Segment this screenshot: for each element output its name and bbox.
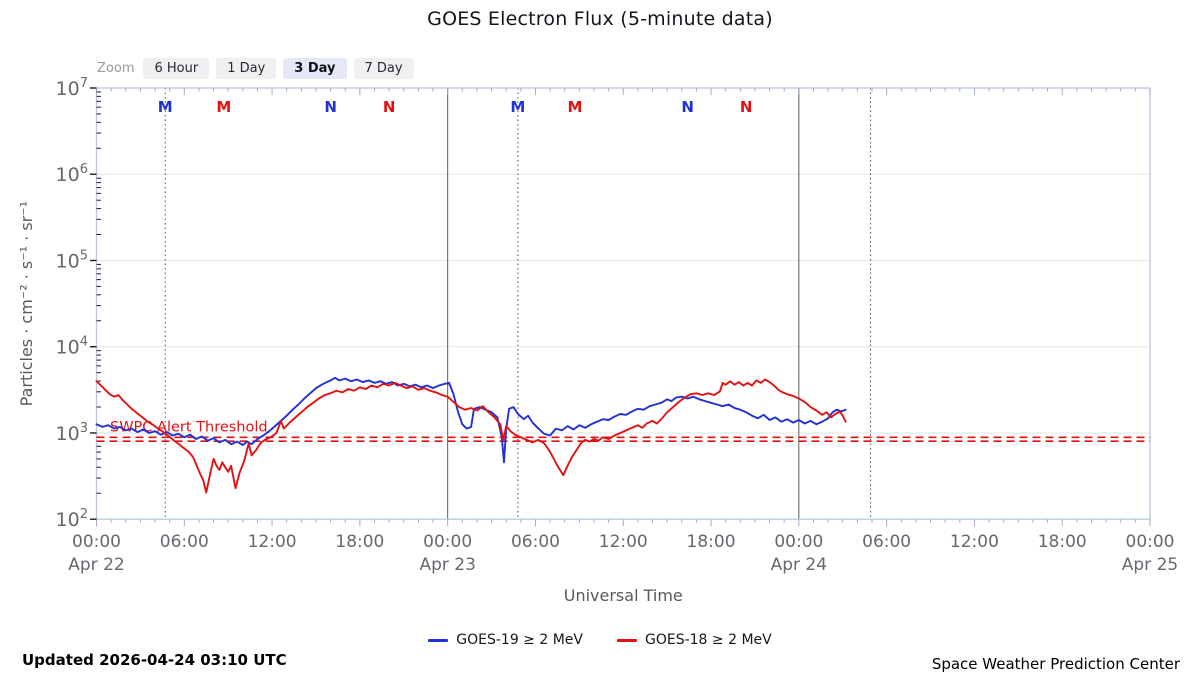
- x-tick-label: 12:00: [599, 532, 648, 552]
- x-tick-label: 18:00: [335, 532, 384, 552]
- x-tick-label: 06:00: [862, 532, 911, 552]
- x-tick-label: 00:00: [1126, 532, 1175, 552]
- legend-item-goes-18: GOES-18 ≥ 2 MeV: [617, 632, 772, 648]
- marker-letter-N: N: [324, 98, 337, 116]
- legend-item-goes-19: GOES-19 ≥ 2 MeV: [428, 632, 583, 648]
- x-tick-label: 06:00: [160, 532, 209, 552]
- series-line-goes-18: [95, 378, 847, 494]
- x-date-label: Apr 24: [771, 555, 827, 575]
- updated-timestamp: Updated 2026-04-24 03:10 UTC: [22, 651, 287, 669]
- x-axis-title: Universal Time: [564, 586, 683, 605]
- swpc-credit: Space Weather Prediction Center: [931, 655, 1180, 673]
- marker-letter-M: M: [158, 98, 173, 116]
- zoom-button-3-day[interactable]: 3 Day: [283, 58, 347, 79]
- legend-label: GOES-18 ≥ 2 MeV: [645, 632, 772, 648]
- series-line-goes-19: [95, 376, 847, 464]
- legend-line-swatch: [617, 638, 637, 642]
- x-tick-label: 06:00: [511, 532, 560, 552]
- x-tick-label: 00:00: [774, 532, 823, 552]
- marker-letter-N: N: [681, 98, 694, 116]
- x-date-label: Apr 22: [68, 555, 124, 575]
- x-date-label: Apr 23: [419, 555, 475, 575]
- alert-threshold-label: SWPC Alert Threshold: [110, 419, 268, 435]
- page-title: GOES Electron Flux (5-minute data): [427, 8, 773, 30]
- marker-letter-N: N: [740, 98, 753, 116]
- zoom-controls: Zoom 6 Hour 1 Day 3 Day 7 Day: [97, 58, 414, 79]
- x-tick-label: 18:00: [1038, 532, 1087, 552]
- x-tick-label: 12:00: [248, 532, 297, 552]
- x-tick-label: 00:00: [423, 532, 472, 552]
- y-tick-label: 104: [56, 335, 88, 359]
- y-axis-title: Particles · cm⁻² · s⁻¹ · sr⁻¹: [17, 201, 36, 406]
- y-tick-label: 107: [56, 76, 88, 100]
- marker-letter-M: M: [510, 98, 525, 116]
- zoom-controls-label: Zoom: [97, 61, 135, 76]
- y-tick-label: 103: [56, 421, 88, 445]
- zoom-button-7-day[interactable]: 7 Day: [353, 58, 414, 79]
- zoom-button-1-day[interactable]: 1 Day: [216, 58, 277, 79]
- plot-frame: [95, 87, 1151, 520]
- y-tick-label: 102: [56, 507, 88, 531]
- chart-legend: GOES-19 ≥ 2 MeV GOES-18 ≥ 2 MeV: [0, 632, 1200, 648]
- marker-letter-M: M: [216, 98, 231, 116]
- legend-label: GOES-19 ≥ 2 MeV: [456, 632, 583, 648]
- x-date-label: Apr 25: [1122, 555, 1178, 575]
- marker-letter-N: N: [383, 98, 396, 116]
- x-tick-label: 12:00: [950, 532, 999, 552]
- x-tick-label: 18:00: [687, 532, 736, 552]
- zoom-button-6-hour[interactable]: 6 Hour: [143, 58, 210, 79]
- legend-line-swatch: [428, 638, 449, 642]
- marker-letter-M: M: [567, 98, 582, 116]
- y-tick-label: 106: [56, 162, 88, 186]
- x-tick-label: 00:00: [72, 532, 121, 552]
- y-tick-label: 105: [56, 248, 88, 272]
